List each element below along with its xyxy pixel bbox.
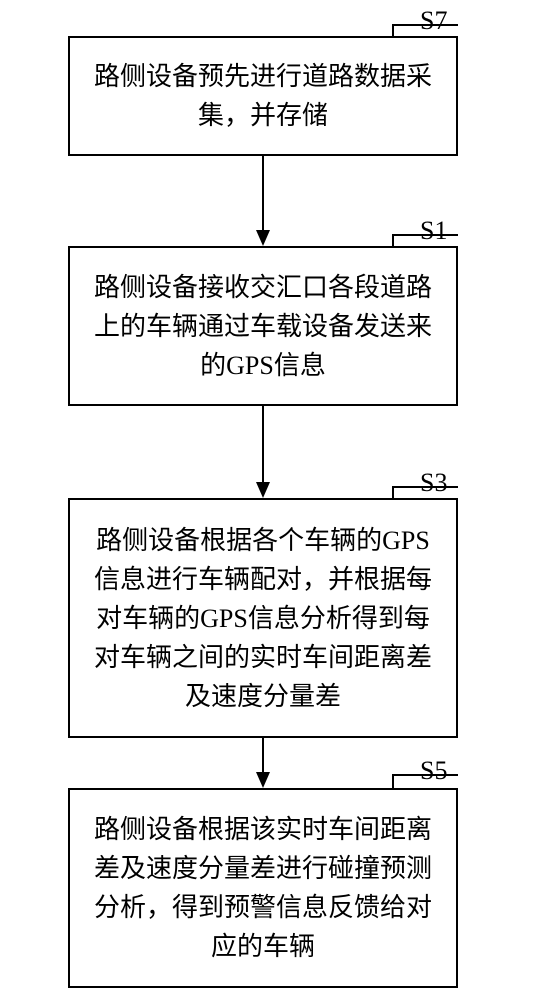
- tick-s3: [392, 486, 458, 488]
- box-s3: 路侧设备根据各个车辆的GPS信息进行车辆配对，并根据每对车辆的GPS信息分析得到…: [68, 498, 458, 738]
- box-s1-text: 路侧设备接收交汇口各段道路上的车辆通过车载设备发送来的GPS信息: [86, 268, 440, 385]
- box-s7: 路侧设备预先进行道路数据采集，并存储: [68, 36, 458, 156]
- tick-s7: [392, 24, 458, 26]
- arrow-s1-s3: [253, 406, 273, 500]
- box-s1: 路侧设备接收交汇口各段道路上的车辆通过车载设备发送来的GPS信息: [68, 246, 458, 406]
- label-s5: S5: [420, 756, 447, 786]
- label-s7: S7: [420, 6, 447, 36]
- label-s1: S1: [420, 216, 447, 246]
- flowchart-container: S7 路侧设备预先进行道路数据采集，并存储 S1 路侧设备接收交汇口各段道路上的…: [0, 0, 545, 1000]
- tick-s3-down: [392, 486, 394, 498]
- tick-s1: [392, 234, 458, 236]
- tick-s5-down: [392, 774, 394, 788]
- box-s3-text: 路侧设备根据各个车辆的GPS信息进行车辆配对，并根据每对车辆的GPS信息分析得到…: [86, 521, 440, 716]
- tick-s1-down: [392, 234, 394, 246]
- box-s5: 路侧设备根据该实时车间距离差及速度分量差进行碰撞预测分析，得到预警信息反馈给对应…: [68, 788, 458, 988]
- box-s5-text: 路侧设备根据该实时车间距离差及速度分量差进行碰撞预测分析，得到预警信息反馈给对应…: [86, 810, 440, 966]
- arrow-s3-s5: [253, 738, 273, 790]
- tick-s5: [392, 774, 458, 776]
- arrow-s7-s1: [253, 156, 273, 248]
- tick-s7-down: [392, 24, 394, 36]
- box-s7-text: 路侧设备预先进行道路数据采集，并存储: [86, 57, 440, 135]
- label-s3: S3: [420, 468, 447, 498]
